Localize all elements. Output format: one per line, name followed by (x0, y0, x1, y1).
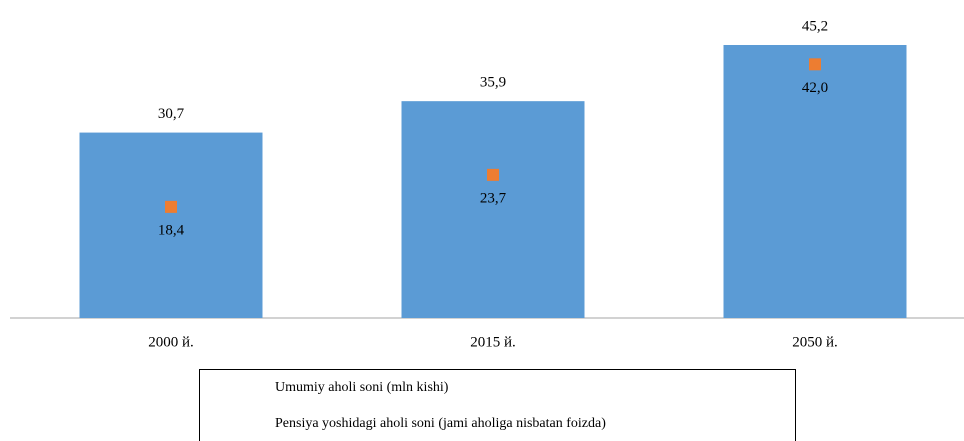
bar-label: 35,9 (480, 75, 506, 91)
x-tick-label: 2000 й. (148, 334, 194, 350)
bar (401, 101, 585, 319)
bar (723, 45, 907, 318)
bar-label: 30,7 (158, 106, 185, 122)
marker (165, 200, 177, 213)
marker-label: 42,0 (802, 80, 828, 96)
marker (809, 58, 821, 71)
x-tick-label: 2050 й. (792, 334, 838, 350)
bar (79, 132, 263, 318)
marker-label: 23,7 (480, 190, 507, 206)
legend-box (199, 369, 796, 441)
marker (487, 168, 499, 181)
bar-label: 45,2 (802, 18, 828, 34)
legend-label: Umumiy aholi soni (mln kishi) (275, 380, 449, 395)
x-tick-label: 2015 й. (470, 334, 516, 350)
legend-label: Pensiya yoshidagi aholi soni (jami aholi… (275, 416, 606, 431)
marker-label: 18,4 (158, 222, 185, 238)
